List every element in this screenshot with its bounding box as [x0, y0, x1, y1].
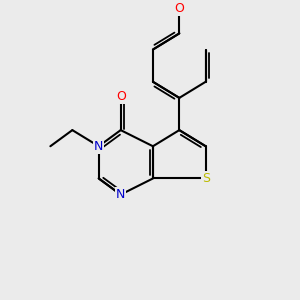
Text: N: N [94, 140, 104, 153]
Text: N: N [116, 188, 125, 201]
Text: O: O [174, 2, 184, 15]
Text: O: O [116, 90, 126, 103]
Text: S: S [202, 172, 210, 185]
